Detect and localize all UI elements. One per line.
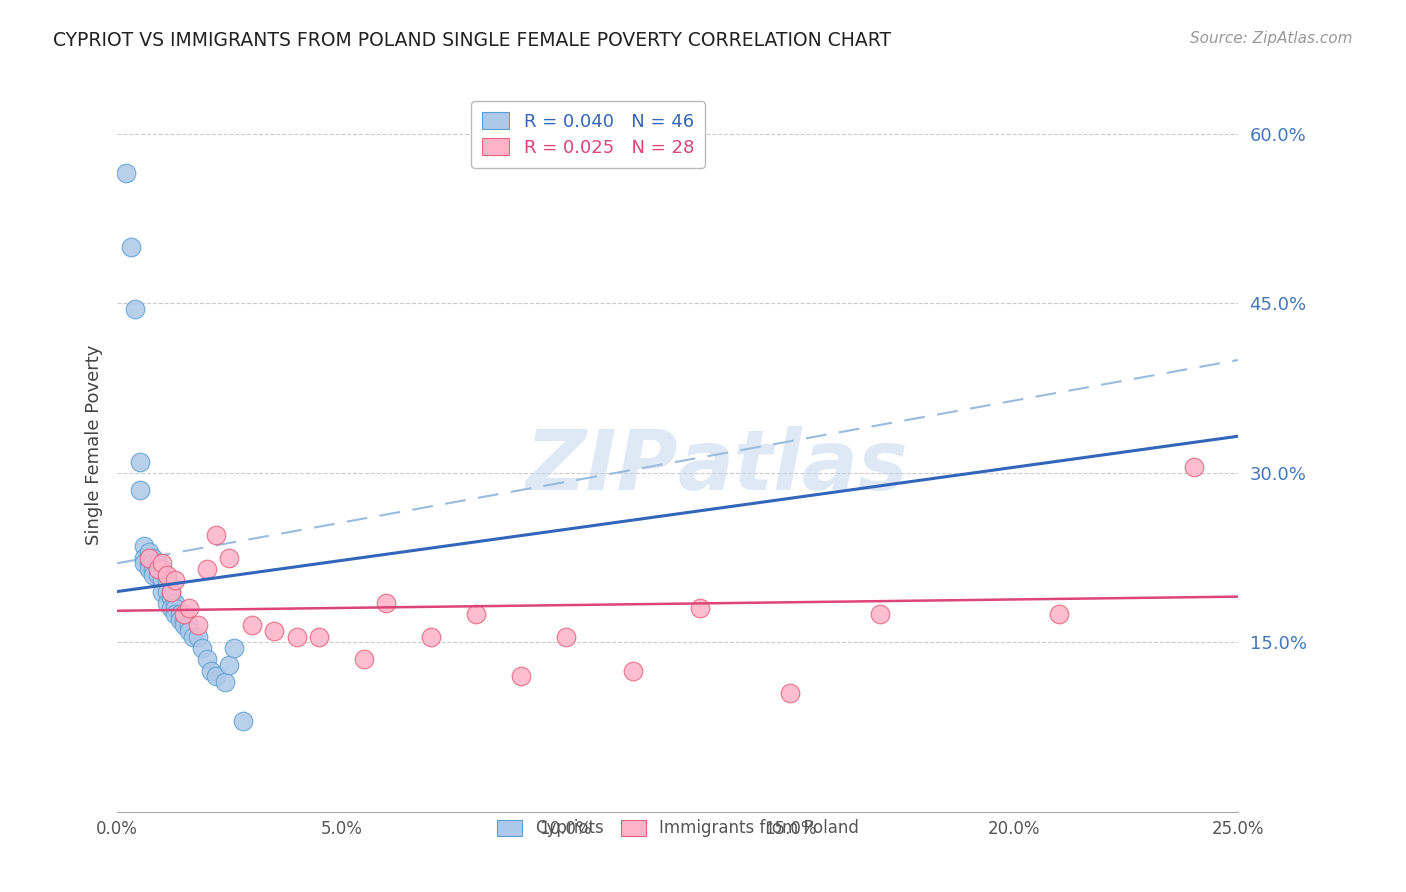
Point	[150, 562, 173, 576]
Point	[160, 584, 183, 599]
Point	[146, 562, 169, 576]
Point	[689, 601, 711, 615]
Point	[142, 557, 165, 571]
Point	[132, 550, 155, 565]
Point	[173, 618, 195, 632]
Text: ZIP: ZIP	[526, 426, 678, 508]
Point	[195, 562, 218, 576]
Point	[420, 630, 443, 644]
Point	[138, 545, 160, 559]
Point	[173, 613, 195, 627]
Point	[191, 641, 214, 656]
Point	[205, 669, 228, 683]
Point	[779, 686, 801, 700]
Point	[142, 567, 165, 582]
Point	[222, 641, 245, 656]
Point	[177, 618, 200, 632]
Point	[124, 301, 146, 316]
Point	[142, 562, 165, 576]
Point	[128, 483, 150, 497]
Point	[218, 550, 240, 565]
Point	[205, 528, 228, 542]
Point	[165, 574, 187, 588]
Point	[150, 557, 173, 571]
Point	[132, 539, 155, 553]
Point	[177, 624, 200, 639]
Point	[1182, 460, 1205, 475]
Point	[165, 601, 187, 615]
Point	[138, 562, 160, 576]
Point	[177, 601, 200, 615]
Point	[150, 574, 173, 588]
Y-axis label: Single Female Poverty: Single Female Poverty	[86, 344, 103, 545]
Legend: Cypriots, Immigrants from Poland: Cypriots, Immigrants from Poland	[491, 813, 866, 844]
Point	[160, 584, 183, 599]
Point	[554, 630, 576, 644]
Text: CYPRIOT VS IMMIGRANTS FROM POLAND SINGLE FEMALE POVERTY CORRELATION CHART: CYPRIOT VS IMMIGRANTS FROM POLAND SINGLE…	[53, 31, 891, 50]
Point	[160, 601, 183, 615]
Point	[146, 557, 169, 571]
Point	[169, 613, 191, 627]
Point	[465, 607, 488, 622]
Point	[187, 618, 209, 632]
Point	[160, 591, 183, 605]
Point	[214, 675, 236, 690]
Point	[195, 652, 218, 666]
Point	[138, 550, 160, 565]
Point	[120, 240, 142, 254]
Point	[169, 607, 191, 622]
Point	[173, 607, 195, 622]
Point	[1047, 607, 1070, 622]
Point	[155, 574, 177, 588]
Point	[200, 664, 222, 678]
Point	[183, 630, 205, 644]
Point	[375, 596, 398, 610]
Point	[218, 658, 240, 673]
Point	[869, 607, 891, 622]
Point	[353, 652, 375, 666]
Point	[115, 166, 138, 180]
Point	[150, 584, 173, 599]
Point	[308, 630, 330, 644]
Point	[165, 607, 187, 622]
Point	[621, 664, 644, 678]
Point	[155, 567, 177, 582]
Text: Source: ZipAtlas.com: Source: ZipAtlas.com	[1189, 31, 1353, 46]
Point	[132, 557, 155, 571]
Point	[128, 454, 150, 468]
Point	[232, 714, 254, 729]
Point	[285, 630, 308, 644]
Point	[138, 557, 160, 571]
Point	[263, 624, 285, 639]
Point	[146, 567, 169, 582]
Point	[146, 562, 169, 576]
Point	[165, 596, 187, 610]
Point	[240, 618, 263, 632]
Point	[509, 669, 531, 683]
Point	[187, 630, 209, 644]
Text: atlas: atlas	[678, 426, 908, 508]
Point	[142, 550, 165, 565]
Point	[155, 584, 177, 599]
Point	[155, 596, 177, 610]
